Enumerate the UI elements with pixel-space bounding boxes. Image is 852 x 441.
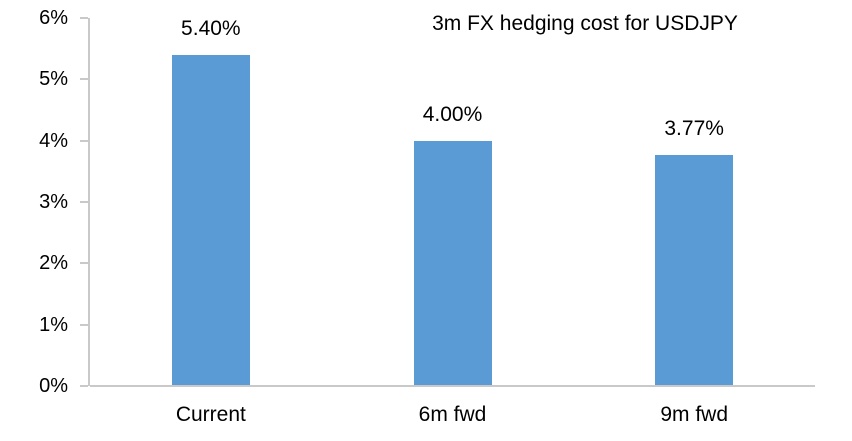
- y-axis-line: [88, 18, 90, 386]
- y-tick-label: 1%: [39, 313, 68, 336]
- chart-title: 3m FX hedging cost for USDJPY: [432, 12, 738, 35]
- y-tick-label: 5%: [39, 68, 68, 91]
- x-category-label: 6m fwd: [418, 403, 487, 426]
- y-tick-label: 4%: [39, 129, 68, 152]
- y-tick-label: 6%: [39, 7, 68, 29]
- y-tick-mark: [80, 201, 88, 203]
- y-tick-mark: [80, 323, 88, 326]
- x-category-label: Current: [175, 403, 246, 426]
- y-tick-mark: [80, 78, 88, 81]
- bar-value-label: 3.77%: [664, 116, 724, 140]
- bar-current: [171, 54, 250, 385]
- x-axis-line: [90, 385, 815, 387]
- y-tick-mark: [80, 385, 88, 387]
- bar-value-label: 5.40%: [181, 16, 241, 40]
- bar-9m-fwd: [655, 154, 734, 385]
- y-tick-mark: [80, 17, 88, 19]
- x-category-label: 9m fwd: [660, 403, 728, 426]
- bar-value-label: 4.00%: [422, 102, 483, 126]
- y-tick-mark: [80, 139, 88, 142]
- bar-6m-fwd: [413, 140, 492, 385]
- y-tick-mark: [80, 262, 88, 265]
- y-tick-label: 3%: [39, 191, 68, 213]
- y-tick-label: 0%: [39, 375, 68, 397]
- y-tick-label: 2%: [39, 252, 68, 275]
